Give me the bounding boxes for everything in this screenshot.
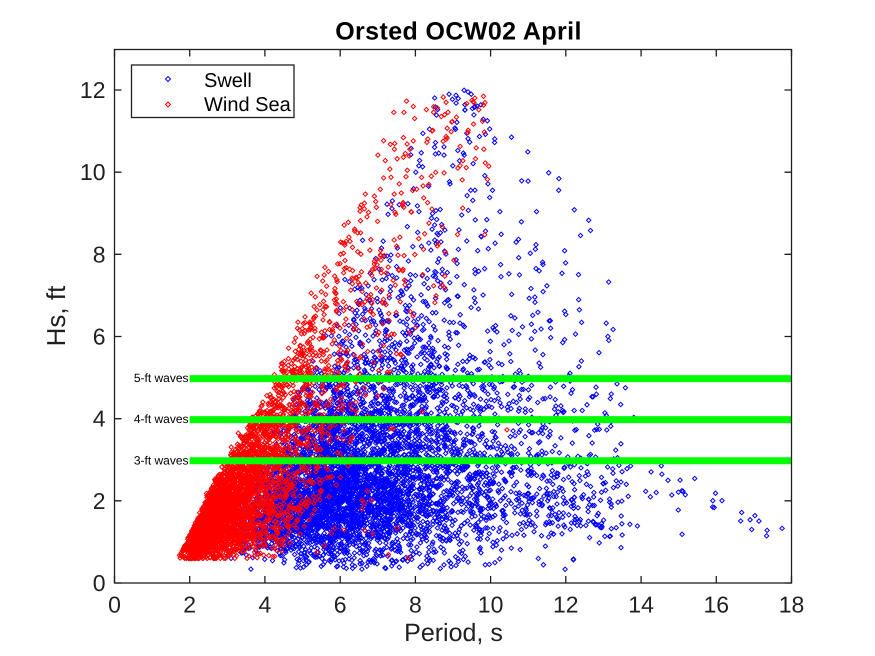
svg-text:6: 6 — [334, 592, 347, 618]
svg-text:12: 12 — [553, 592, 579, 618]
svg-text:2: 2 — [93, 488, 106, 514]
svg-text:8: 8 — [93, 241, 106, 267]
svg-text:10: 10 — [80, 159, 106, 185]
svg-text:0: 0 — [93, 570, 106, 596]
svg-text:2: 2 — [183, 592, 196, 618]
svg-text:12: 12 — [80, 77, 106, 103]
svg-text:Hs, ft: Hs, ft — [41, 285, 71, 346]
svg-text:Swell: Swell — [204, 70, 252, 92]
svg-text:14: 14 — [628, 592, 654, 618]
svg-text:6: 6 — [93, 324, 106, 350]
svg-text:4: 4 — [259, 592, 272, 618]
svg-text:0: 0 — [108, 592, 121, 618]
svg-text:5-ft waves: 5-ft waves — [134, 371, 189, 385]
svg-text:8: 8 — [409, 592, 422, 618]
svg-text:18: 18 — [779, 592, 805, 618]
svg-text:16: 16 — [704, 592, 730, 618]
svg-text:4: 4 — [93, 406, 106, 432]
svg-text:Period, s: Period, s — [404, 619, 503, 647]
svg-text:Orsted OCW02 April: Orsted OCW02 April — [335, 18, 582, 46]
svg-text:3-ft waves: 3-ft waves — [134, 453, 189, 467]
svg-text:10: 10 — [478, 592, 504, 618]
svg-text:4-ft waves: 4-ft waves — [134, 412, 189, 426]
svg-text:Wind Sea: Wind Sea — [204, 94, 292, 116]
